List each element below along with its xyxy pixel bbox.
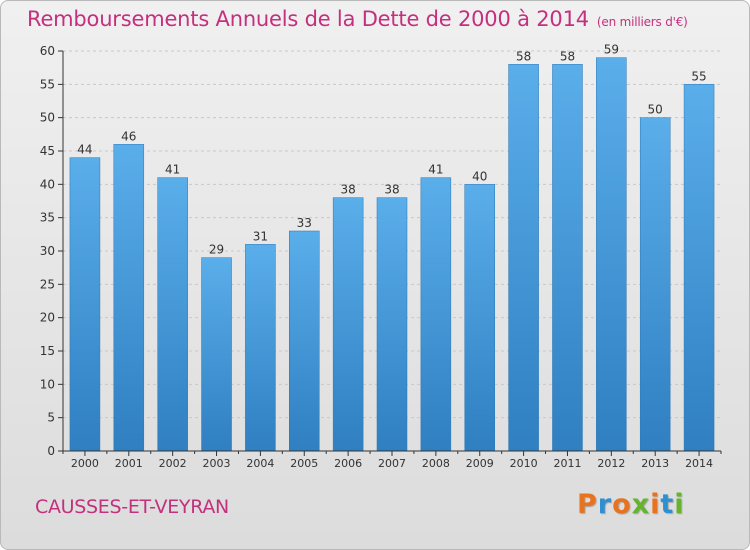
value-label-2007: 38 (384, 183, 399, 197)
bar-2006 (332, 197, 364, 452)
bar-2014 (683, 84, 715, 452)
y-tick-label-20: 20 (40, 311, 55, 325)
bar-2005 (289, 230, 320, 452)
y-tick-label-10: 10 (40, 377, 55, 391)
y-tick-label-25: 25 (40, 277, 55, 291)
bar-2013 (639, 117, 671, 452)
x-tick-label-2004: 2004 (246, 457, 274, 470)
x-tick-label-2009: 2009 (466, 457, 494, 470)
x-tick-label-2014: 2014 (685, 457, 713, 470)
value-label-2001: 46 (121, 129, 136, 143)
x-tick-label-2013: 2013 (641, 457, 669, 470)
value-label-2012: 59 (604, 43, 619, 57)
x-tick-label-2008: 2008 (422, 457, 450, 470)
bar-2008 (420, 177, 452, 452)
y-tick-label-50: 50 (40, 111, 55, 125)
x-tick-label-2002: 2002 (159, 457, 187, 470)
x-tick-label-2011: 2011 (553, 457, 581, 470)
chart-title-text: Remboursements Annuels de la Dette de 20… (27, 7, 589, 31)
bar-2002 (157, 177, 188, 452)
logo-letter: P (577, 489, 598, 520)
value-label-2004: 31 (253, 229, 268, 243)
commune-name: CAUSSES-ET-VEYRAN (35, 496, 229, 518)
logo-letter: x (631, 489, 651, 520)
y-tick-label-40: 40 (40, 177, 55, 191)
bar-2003 (201, 257, 232, 452)
value-label-2000: 44 (77, 143, 92, 157)
y-tick-label-0: 0 (47, 444, 55, 458)
y-tick-label-45: 45 (40, 144, 55, 158)
value-label-2008: 41 (428, 163, 443, 177)
bar-2011 (552, 64, 583, 452)
value-label-2009: 40 (472, 169, 487, 183)
bar-2000 (69, 157, 101, 452)
y-tick-label-55: 55 (40, 77, 55, 91)
y-tick-label-5: 5 (47, 411, 55, 425)
y-tick-label-60: 60 (40, 44, 55, 58)
value-label-2006: 38 (340, 183, 355, 197)
y-tick-label-35: 35 (40, 211, 55, 225)
bar-2001 (113, 144, 145, 452)
logo-letter: r (597, 489, 613, 520)
value-label-2005: 33 (297, 216, 312, 230)
value-label-2003: 29 (209, 243, 224, 257)
x-tick-label-2005: 2005 (290, 457, 318, 470)
bar-2007 (376, 197, 408, 452)
value-label-2013: 50 (648, 103, 663, 117)
logo-letter: t (660, 489, 675, 520)
value-label-2002: 41 (165, 163, 180, 177)
x-tick-label-2007: 2007 (378, 457, 406, 470)
logo-letter: o (612, 489, 632, 520)
x-tick-label-2012: 2012 (597, 457, 625, 470)
value-label-2010: 58 (516, 49, 531, 63)
x-tick-label-2010: 2010 (510, 457, 538, 470)
labels: 0 5 10 15 20 25 30 35 40 45 50 55 60 44 2000 46 2001 41 20… (40, 43, 713, 470)
value-label-2014: 55 (691, 69, 706, 83)
y-tick-label-15: 15 (40, 344, 55, 358)
x-tick-label-2001: 2001 (115, 457, 143, 470)
chart-title: Remboursements Annuels de la Dette de 20… (27, 7, 688, 31)
bar-2004 (245, 244, 276, 452)
proxiti-logo: Proxiti (577, 489, 685, 520)
x-tick-label-2000: 2000 (71, 457, 99, 470)
logo-letter: i (650, 489, 661, 520)
bar-2009 (464, 184, 495, 452)
x-tick-label-2006: 2006 (334, 457, 362, 470)
axes (58, 50, 722, 456)
bar-2012 (596, 57, 627, 452)
chart-unit: (en milliers d'€) (596, 15, 688, 29)
y-tick-label-30: 30 (40, 244, 55, 258)
bar-2010 (508, 64, 539, 452)
bars (69, 57, 715, 452)
x-tick-label-2003: 2003 (203, 457, 231, 470)
value-label-2011: 58 (560, 49, 575, 63)
logo-letter: i (674, 489, 685, 520)
